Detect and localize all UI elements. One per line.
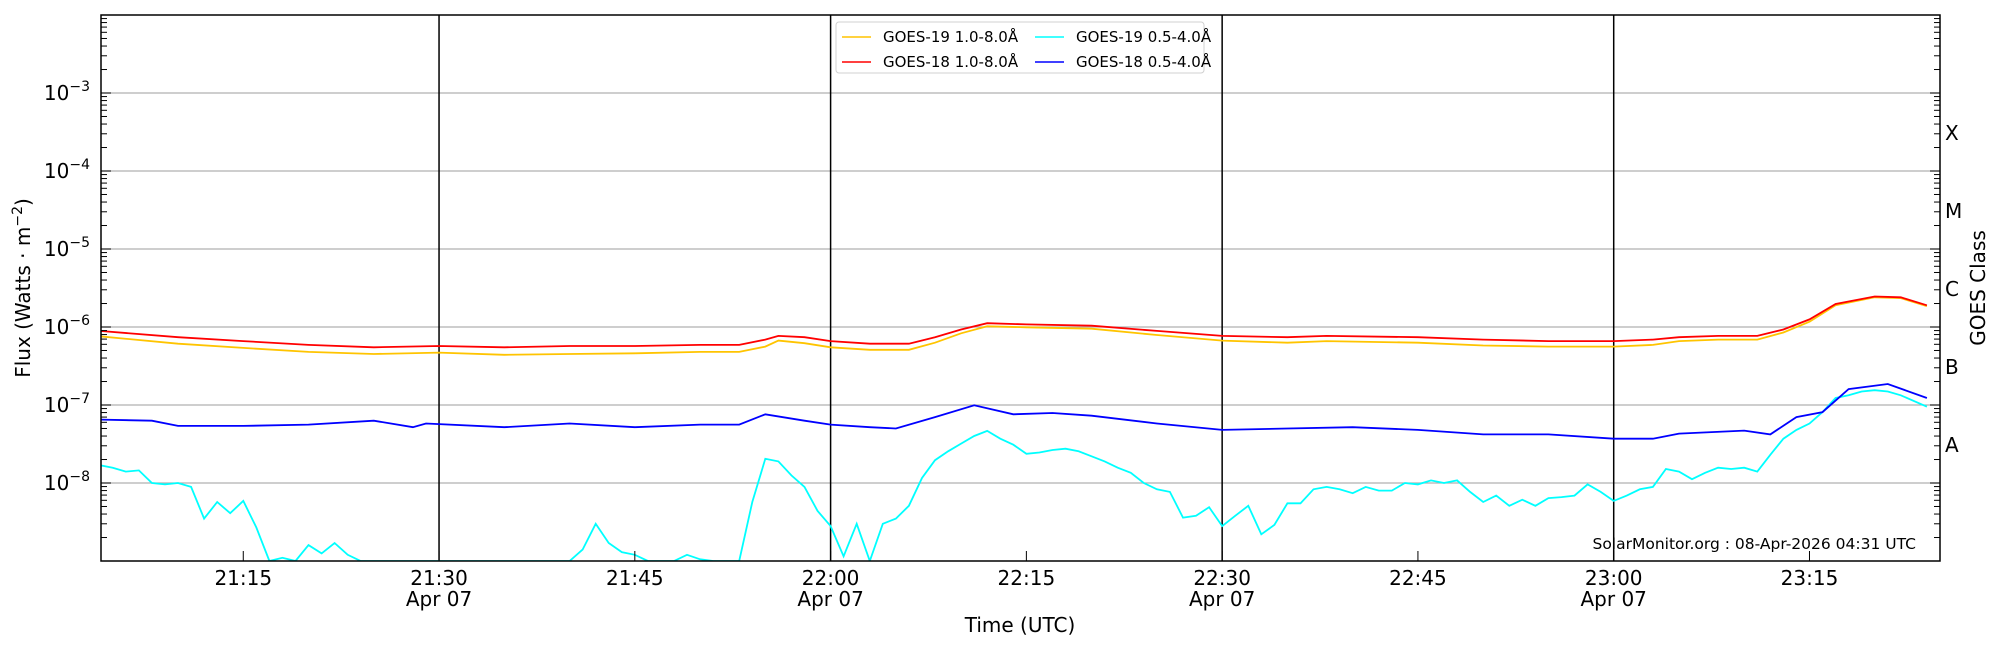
y-tick-base: 10 xyxy=(44,393,69,417)
goes-class-label: B xyxy=(1945,355,1959,379)
x-tick-label: 21:30 xyxy=(410,566,468,590)
series-line-3 xyxy=(101,383,1928,440)
legend-box xyxy=(835,21,1205,74)
x-tick-label: 22:45 xyxy=(1389,566,1447,590)
y-tick-exponent: −3 xyxy=(69,79,90,95)
series-line-1 xyxy=(101,295,1928,349)
legend-label: GOES-18 1.0-8.0Å xyxy=(883,52,1019,71)
x-tick-date-label: Apr 07 xyxy=(1581,587,1647,611)
y-tick-exponent: −4 xyxy=(69,157,90,173)
y-tick-label: 10−5 xyxy=(44,235,90,261)
watermark: SolarMonitor.org : 08-Apr-2026 04:31 UTC xyxy=(1592,535,1916,553)
x-tick-date-label: Apr 07 xyxy=(406,587,472,611)
y-tick-exponent: −7 xyxy=(69,391,90,407)
x-tick-date-label: Apr 07 xyxy=(1189,587,1255,611)
y-tick-label: 10−6 xyxy=(44,313,90,339)
goes-class-label: X xyxy=(1945,121,1959,145)
legend-label: GOES-19 0.5-4.0Å xyxy=(1076,27,1212,46)
y-tick-exponent: −8 xyxy=(69,469,90,485)
x-tick-label: 21:15 xyxy=(214,566,272,590)
y-tick-label: 10−4 xyxy=(44,157,90,183)
y-tick-base: 10 xyxy=(44,81,69,105)
series-line-2 xyxy=(101,389,1928,561)
y-axis-label: Flux (Watts · m−2) xyxy=(10,198,35,378)
x-tick-label: 23:15 xyxy=(1781,566,1839,590)
y-tick-base: 10 xyxy=(44,159,69,183)
x-axis-label: Time (UTC) xyxy=(964,613,1076,637)
legend-label: GOES-18 0.5-4.0Å xyxy=(1076,52,1212,71)
y-tick-base: 10 xyxy=(44,237,69,261)
y-tick-label: 10−7 xyxy=(44,391,90,417)
y-tick-exponent: −5 xyxy=(69,235,90,251)
axis-ticks xyxy=(101,18,1940,562)
day-tick-lines xyxy=(438,15,1615,561)
y-tick-base: 10 xyxy=(44,471,69,495)
goes-class-label: C xyxy=(1945,277,1959,301)
y-tick-label: 10−8 xyxy=(44,469,90,495)
grid xyxy=(101,92,1940,484)
y-tick-base: 10 xyxy=(44,315,69,339)
x-tick-label: 21:45 xyxy=(606,566,664,590)
y-tick-exponent: −6 xyxy=(69,313,90,329)
legend: GOES-19 1.0-8.0Å GOES-18 1.0-8.0Å GOES-19 … xyxy=(835,21,1212,74)
x-tick-label: 22:00 xyxy=(802,566,860,590)
x-tick-date-label: Apr 07 xyxy=(797,587,863,611)
legend-label: GOES-19 1.0-8.0Å xyxy=(883,27,1019,46)
series-line-0 xyxy=(101,296,1928,356)
goes-class-label: M xyxy=(1945,199,1962,223)
goes-class-label: A xyxy=(1945,433,1959,457)
x-tick-label: 23:00 xyxy=(1585,566,1643,590)
y-tick-label: 10−3 xyxy=(44,79,90,105)
x-tick-label: 22:15 xyxy=(998,566,1056,590)
y2-axis-label: GOES Class xyxy=(1966,230,1990,346)
x-tick-label: 22:30 xyxy=(1193,566,1251,590)
plot-frame xyxy=(100,14,1941,562)
series-lines xyxy=(101,295,1928,561)
